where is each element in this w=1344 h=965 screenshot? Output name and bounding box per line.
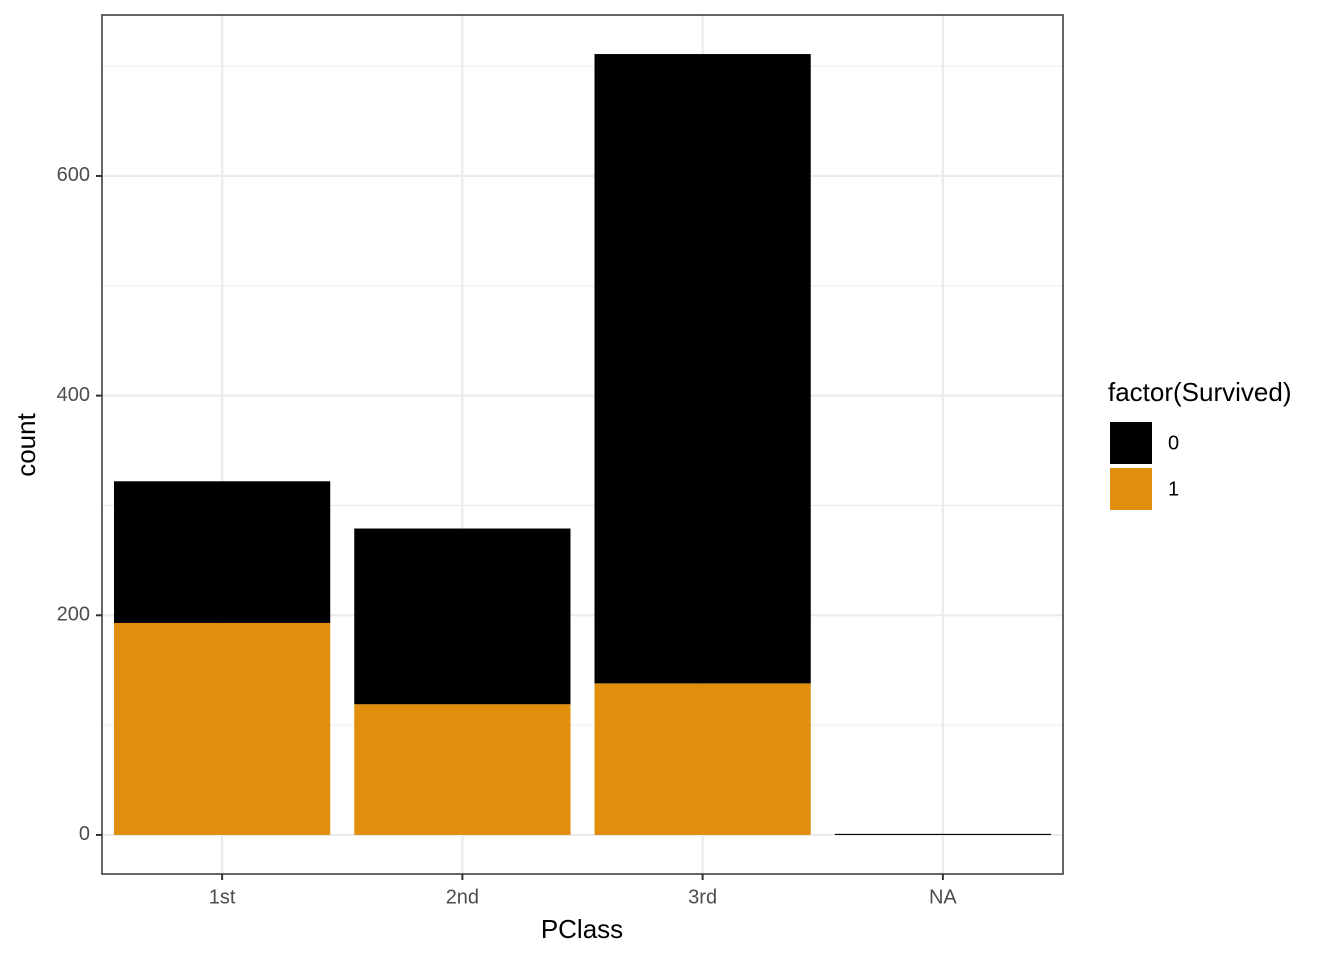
y-axis-title: count (11, 412, 41, 476)
y-tick-label: 200 (57, 604, 90, 626)
bar-segment (834, 833, 1051, 835)
bar-segment (594, 683, 811, 835)
panel-border (101, 14, 1064, 875)
x-tick-label: 3rd (688, 886, 717, 908)
bar-segment (354, 704, 571, 835)
x-tick-label: 1st (209, 886, 236, 908)
y-tick-label: 600 (57, 164, 90, 186)
legend-label: 1 (1168, 478, 1179, 500)
x-tick-label: 2nd (446, 886, 479, 908)
legend-key (1110, 468, 1152, 510)
x-axis-title: PClass (541, 914, 623, 944)
x-tick-label: NA (929, 886, 957, 908)
legend-title: factor(Survived) (1108, 377, 1292, 407)
bar-segment (594, 54, 811, 684)
bar-segment (114, 481, 331, 623)
legend-label: 0 (1168, 432, 1179, 454)
y-tick-label: 400 (57, 384, 90, 406)
legend-key (1110, 422, 1152, 464)
bar-segment (114, 622, 331, 835)
bar-segment (354, 528, 571, 705)
y-tick-label: 0 (79, 823, 90, 845)
